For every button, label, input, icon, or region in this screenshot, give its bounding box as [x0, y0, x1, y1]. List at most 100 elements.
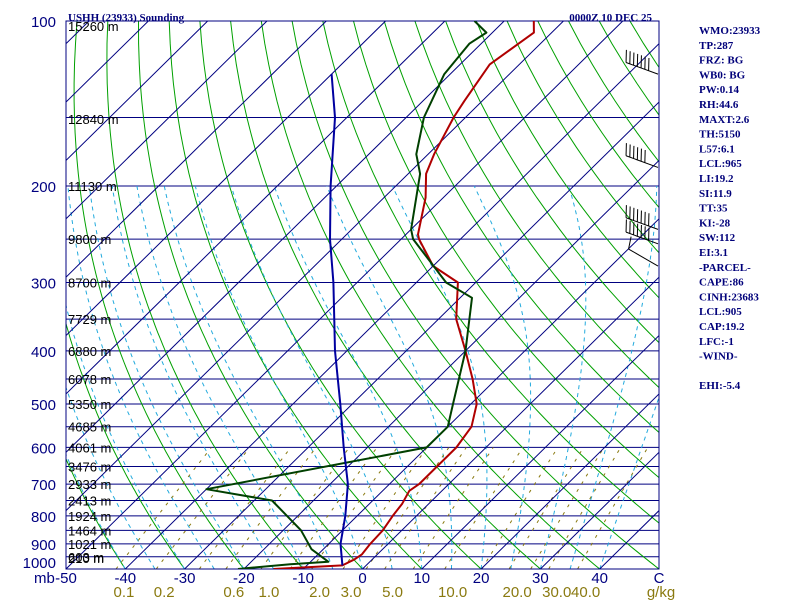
wind-barb [625, 205, 659, 230]
moist-adiabat [599, 395, 659, 569]
barb-staff [625, 155, 659, 168]
dry-adiabat [291, 21, 659, 569]
index-row: CINH:23683 [699, 291, 759, 303]
mixing-ratio-line [155, 447, 251, 569]
temperature-tick-label: 10 [413, 570, 430, 587]
pressure-tick-label: 100 [31, 14, 56, 31]
mixing-ratio-label: 5.0 [382, 584, 403, 600]
mixing-ratio-label: 20.0 [503, 584, 532, 600]
moist-adiabat [569, 185, 658, 569]
mixing-ratio-line [260, 447, 350, 569]
mixing-ratio-lines [115, 447, 649, 569]
isotherm [66, 21, 446, 395]
index-row: MAXT:2.6 [699, 114, 750, 126]
mixing-ratio-label: 3.0 [341, 584, 362, 600]
dry-adiabat [260, 21, 601, 569]
temperature-tick-label: 30 [532, 570, 549, 587]
temperature-tick-label: 0 [358, 570, 366, 587]
dry-adiabat [106, 21, 304, 569]
dry-adiabat [445, 21, 659, 344]
pressure-tick-label: 600 [31, 440, 56, 457]
wind-barb [625, 143, 659, 168]
isotherm [66, 21, 268, 220]
mixing-ratio-line [412, 447, 494, 569]
wind-barb [625, 219, 659, 245]
dry-adiabat [199, 21, 482, 569]
pressure-tick-label: 800 [31, 509, 56, 526]
index-row: SI:11.9 [699, 188, 732, 200]
pressure-tick-label: 200 [31, 179, 56, 196]
height-label: 4061 m [68, 440, 111, 455]
isotherm [362, 276, 659, 569]
index-row: FRZ: BG [699, 55, 744, 67]
barb-staff [625, 62, 659, 75]
index-row: -PARCEL- [699, 262, 751, 274]
moist-adiabat [111, 185, 274, 569]
mixing-ratio-line [384, 447, 467, 569]
mixing-ratio-line [481, 447, 559, 569]
dry-adiabat [138, 21, 363, 569]
moist-adiabat [230, 185, 393, 569]
isotherm [184, 101, 659, 569]
height-label: 7729 m [68, 312, 111, 327]
index-row: KI:-28 [699, 217, 731, 229]
temperature-tick-label: 20 [473, 570, 490, 587]
isotherm [66, 21, 386, 337]
isotherm [124, 43, 659, 569]
barb-staff [628, 248, 659, 267]
mixing-ratio-line [289, 447, 378, 569]
mixing-ratio-label: 0.6 [223, 584, 244, 600]
height-label: 6880 m [68, 344, 111, 359]
wind-barbs [625, 49, 659, 267]
dry-adiabats [66, 21, 659, 569]
dry-adiabat [475, 21, 659, 299]
mixing-ratio-line [198, 447, 292, 569]
dry-adiabat [414, 21, 659, 389]
isotherms [66, 21, 659, 569]
temperature-tick-label: 40 [591, 570, 608, 587]
height-label: 603 m [68, 550, 104, 565]
height-label: 2933 m [68, 477, 111, 492]
index-row: TP:287 [699, 40, 734, 52]
index-row: WMO:23933 [699, 25, 761, 37]
moist-adiabat [163, 185, 334, 569]
indices-panel: WMO:23933 TP:287 FRZ: BG WB0: BG PW:0.14 RH:4… [699, 25, 761, 392]
dry-adiabat [230, 21, 541, 569]
wind-barb [628, 236, 659, 267]
moist-adiabat [273, 185, 423, 569]
barb-flag [628, 236, 632, 250]
temperature-tick-label: -30 [174, 570, 196, 587]
index-row: TH:5150 [699, 129, 741, 141]
index-row: LFC:-1 [699, 336, 734, 348]
isotherm [302, 218, 659, 569]
isotherm [421, 334, 659, 569]
height-label: 1924 m [68, 509, 111, 524]
dry-adiabat [66, 321, 186, 569]
moist-adiabat [67, 185, 215, 569]
isotherm [243, 159, 659, 569]
height-label: 3476 m [68, 459, 111, 474]
height-labels: 15260 m 12840 m 11130 m 9800 m 8700 m 7729 m 6… [68, 19, 119, 566]
height-label: 2413 m [68, 494, 111, 509]
index-row: LI:19.2 [699, 173, 734, 185]
mixing-ratio-label: 10.0 [438, 584, 467, 600]
mixing-ratio-label: g/kg [647, 584, 675, 600]
temperature-line [273, 21, 535, 569]
mixing-ratio-line [508, 447, 584, 569]
thermo-grid [66, 21, 659, 569]
height-label: 4685 m [68, 420, 111, 435]
dry-adiabat [322, 21, 659, 524]
dry-adiabat [66, 457, 126, 569]
mixing-ratio-line [530, 447, 605, 569]
height-label: 1464 m [68, 523, 111, 538]
index-row: LCL:965 [699, 158, 742, 170]
moist-adiabat [136, 185, 304, 569]
pressure-tick-label: 700 [31, 477, 56, 494]
dry-adiabat [73, 21, 245, 569]
mixing-ratio-line [342, 447, 428, 569]
mixing-ratio-label: 0.1 [114, 584, 135, 600]
pressure-tick-label: 1000 [23, 555, 56, 572]
height-label: 15260 m [68, 19, 119, 34]
